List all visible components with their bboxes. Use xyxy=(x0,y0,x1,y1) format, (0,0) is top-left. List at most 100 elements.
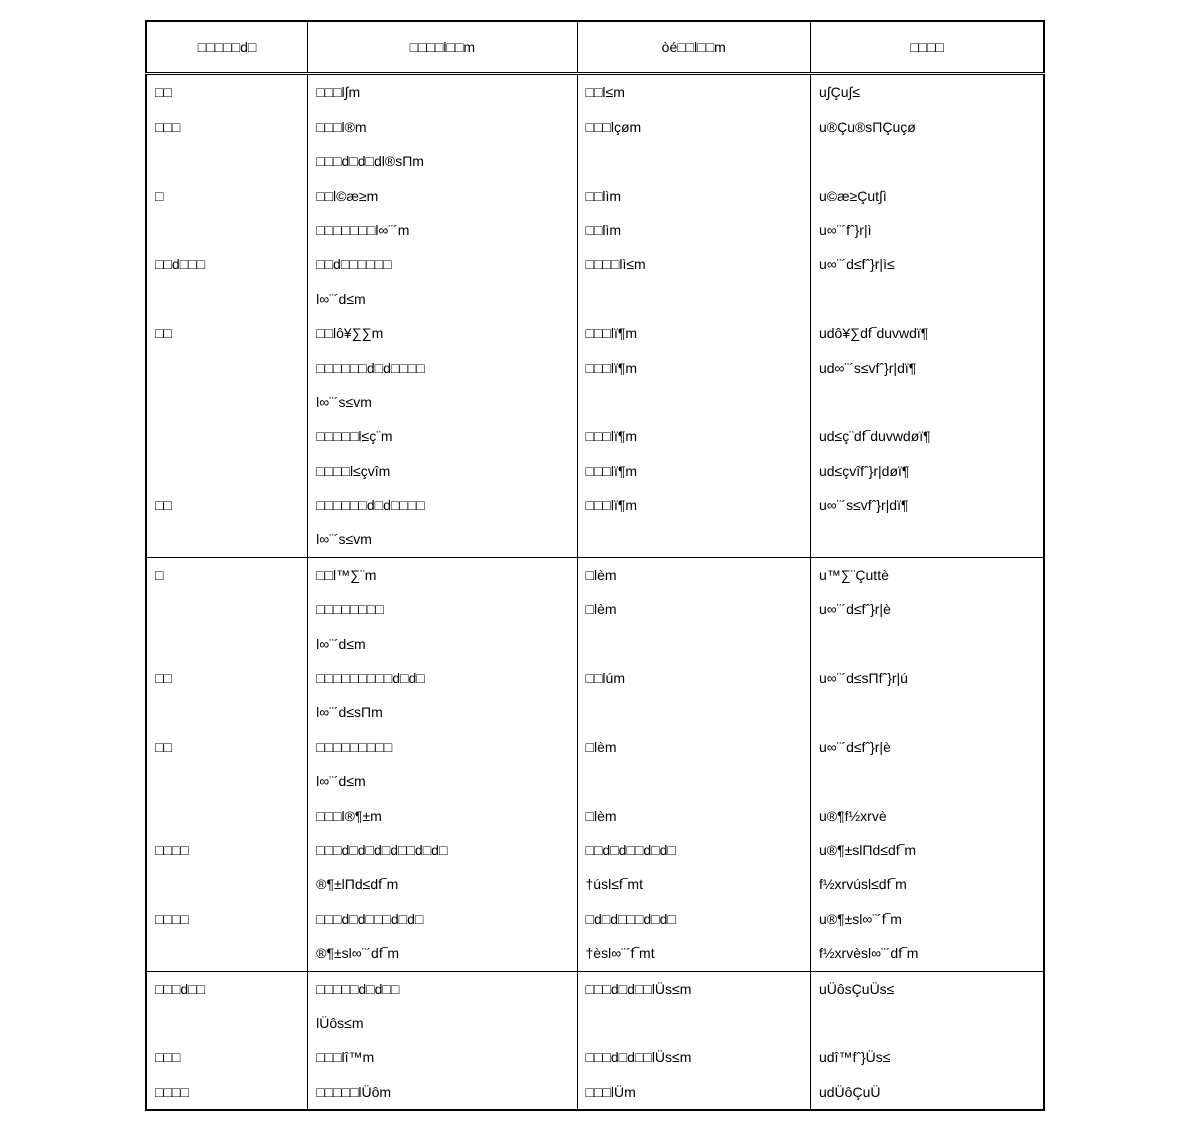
table-row: □□□□□l∫m□□l≤mu∫Çu∫≤ xyxy=(146,74,1044,110)
table-cell: □□□d□d□□lÜs≤m xyxy=(577,971,810,1006)
table-cell: l∞¨´d≤m xyxy=(308,627,577,661)
table-cell: u∞¨´s≤vfˆ}r|dï¶ xyxy=(810,488,1044,522)
table-cell: □□d□□□ xyxy=(146,247,308,281)
table-cell: □□□l∫m xyxy=(308,74,577,110)
table-row: □□□l®¶±m□lèmu®¶f½xrvè xyxy=(146,799,1044,833)
table-cell: □□□l®m xyxy=(308,110,577,144)
table-cell: □lèm xyxy=(577,799,810,833)
table-cell: u∫Çu∫≤ xyxy=(810,74,1044,110)
table-cell: udÜôÇuÜ xyxy=(810,1075,1044,1110)
table-row: □□□□□□lî™m□□□d□d□□lÜs≤mudî™fˆ}Üs≤ xyxy=(146,1040,1044,1074)
table-cell: □ xyxy=(146,179,308,213)
table-cell: □□□lî™m xyxy=(308,1040,577,1074)
table-row: □□□□□□□d□d□□□d□d□□d□d□□□d□d□u®¶±sl∞¨´f‾m xyxy=(146,902,1044,936)
table-cell: □□□□□□□□□ xyxy=(308,730,577,764)
table-cell: f½xrvúsl≤df‾m xyxy=(810,867,1044,901)
table-cell xyxy=(146,764,308,798)
table-row: □□□l™∑¨m□lèmu™∑¨Çuttè xyxy=(146,557,1044,592)
table-row: □□□□□□□□□□□d□d□□□lúmu∞¨´d≤sΠfˆ}r|ú xyxy=(146,661,1044,695)
table-cell: □□□□lì≤m xyxy=(577,247,810,281)
table-cell xyxy=(146,695,308,729)
table-cell: □□□□l≤çvîm xyxy=(308,454,577,488)
header-col-3: òé□□l□□m xyxy=(577,21,810,74)
table-cell xyxy=(577,764,810,798)
table-cell xyxy=(810,1006,1044,1040)
table-cell: □lèm xyxy=(577,557,810,592)
table-row: □□□□□□d□d□□□□□□□lï¶mud∞¨´s≤vfˆ}r|dï¶ xyxy=(146,351,1044,385)
table-cell: □lèm xyxy=(577,730,810,764)
table-cell: □□□□□□d□d□□□□ xyxy=(308,351,577,385)
table-row: □□□□lô¥∑∑m□□□lï¶mudô¥∑df‾duvwdï¶ xyxy=(146,316,1044,350)
table-cell xyxy=(577,695,810,729)
table-cell: □□□□ xyxy=(146,902,308,936)
table-cell: □□□d□d□□lÜs≤m xyxy=(577,1040,810,1074)
table-cell: □□ xyxy=(146,316,308,350)
table-cell: □□l≤m xyxy=(577,74,810,110)
table-cell: ud≤çvîfˆ}r|døï¶ xyxy=(810,454,1044,488)
table-cell: □□lô¥∑∑m xyxy=(308,316,577,350)
table-cell: □□d□d□□d□d□ xyxy=(577,833,810,867)
table-row: l∞¨´d≤m xyxy=(146,282,1044,316)
table-cell xyxy=(810,282,1044,316)
table-cell: u∞¨´d≤fˆ}r|è xyxy=(810,592,1044,626)
table-cell: □□□□□lÜôm xyxy=(308,1075,577,1110)
table-cell: u®¶±sl∞¨´f‾m xyxy=(810,902,1044,936)
table-cell xyxy=(577,385,810,419)
data-table: □□□□□d□ □□□□l□□m òé□□l□□m □□□□ □□□□□l∫m□… xyxy=(145,20,1045,1111)
table-cell: □□□d□□ xyxy=(146,971,308,1006)
table-row: □□□□□l≤ç¨m□□□lï¶mud≤ç¨df‾duvwdøï¶ xyxy=(146,419,1044,453)
table-cell xyxy=(146,351,308,385)
table-cell: □□□lï¶m xyxy=(577,454,810,488)
table-cell: l∞¨´s≤vm xyxy=(308,385,577,419)
table-row: □□□□□□□□□lèmu∞¨´d≤fˆ}r|è xyxy=(146,592,1044,626)
table-cell xyxy=(577,522,810,557)
table-row: □□□□□□l®m□□□lçømu®Çu®sΠÇuçø xyxy=(146,110,1044,144)
table-row: □□□□□□□□□lÜôm□□□lÜmudÜôÇuÜ xyxy=(146,1075,1044,1110)
table-body: □□□□□l∫m□□l≤mu∫Çu∫≤□□□□□□l®m□□□lçømu®Çu®… xyxy=(146,74,1044,1110)
table-cell: □□ xyxy=(146,488,308,522)
table-cell: u©æ≥Çut∫ì xyxy=(810,179,1044,213)
table-cell xyxy=(146,282,308,316)
table-cell: u∞¨´d≤fˆ}r|ì≤ xyxy=(810,247,1044,281)
table-cell xyxy=(810,695,1044,729)
table-cell: l∞¨´s≤vm xyxy=(308,522,577,557)
table-cell: †èsl∞¨´f‾mt xyxy=(577,936,810,971)
table-cell: udô¥∑df‾duvwdï¶ xyxy=(810,316,1044,350)
table-cell: □ xyxy=(146,557,308,592)
table-cell: □□□lï¶m xyxy=(577,488,810,522)
table-cell: □□□□□□□□□d□d□ xyxy=(308,661,577,695)
table-cell: □□□l®¶±m xyxy=(308,799,577,833)
table-cell: l∞¨´d≤sΠm xyxy=(308,695,577,729)
table-cell: ®¶±sl∞¨´df‾m xyxy=(308,936,577,971)
table-row: l∞¨´d≤sΠm xyxy=(146,695,1044,729)
table-cell: □□□□□□□□ xyxy=(308,592,577,626)
table-cell: □lèm xyxy=(577,592,810,626)
table-row: □□□□□□□□d□d□□□□□□□lï¶mu∞¨´s≤vfˆ}r|dï¶ xyxy=(146,488,1044,522)
table-cell: ®¶±lΠd≤df‾m xyxy=(308,867,577,901)
table-cell: □□ xyxy=(146,74,308,110)
table-cell xyxy=(810,522,1044,557)
header-col-1: □□□□□d□ xyxy=(146,21,308,74)
table-row: □□d□□□□□d□□□□□□□□□□lì≤mu∞¨´d≤fˆ}r|ì≤ xyxy=(146,247,1044,281)
table-cell: □□lìm xyxy=(577,179,810,213)
table-cell: □□□□□d□d□□ xyxy=(308,971,577,1006)
table-cell: □□□d□d□□□d□d□ xyxy=(308,902,577,936)
table-row: □□□l©æ≥m□□lìmu©æ≥Çut∫ì xyxy=(146,179,1044,213)
table-row: lÜôs≤m xyxy=(146,1006,1044,1040)
table-cell: †úsl≤f‾mt xyxy=(577,867,810,901)
table-row: □□□d□□□□□□□d□d□□□□□d□d□□lÜs≤muÜôsÇuÜs≤ xyxy=(146,971,1044,1006)
table-cell: □□l™∑¨m xyxy=(308,557,577,592)
header-col-4: □□□□ xyxy=(810,21,1044,74)
table-cell xyxy=(810,144,1044,178)
table-cell: □□□lï¶m xyxy=(577,351,810,385)
table-cell xyxy=(146,454,308,488)
table-cell xyxy=(810,764,1044,798)
table-row: l∞¨´s≤vm xyxy=(146,522,1044,557)
table-cell xyxy=(810,627,1044,661)
table-cell: l∞¨´d≤m xyxy=(308,764,577,798)
table-cell xyxy=(577,627,810,661)
table-cell xyxy=(146,144,308,178)
table-row: l∞¨´s≤vm xyxy=(146,385,1044,419)
table-cell: u®¶f½xrvè xyxy=(810,799,1044,833)
table-row: □□□□l≤çvîm□□□lï¶mud≤çvîfˆ}r|døï¶ xyxy=(146,454,1044,488)
